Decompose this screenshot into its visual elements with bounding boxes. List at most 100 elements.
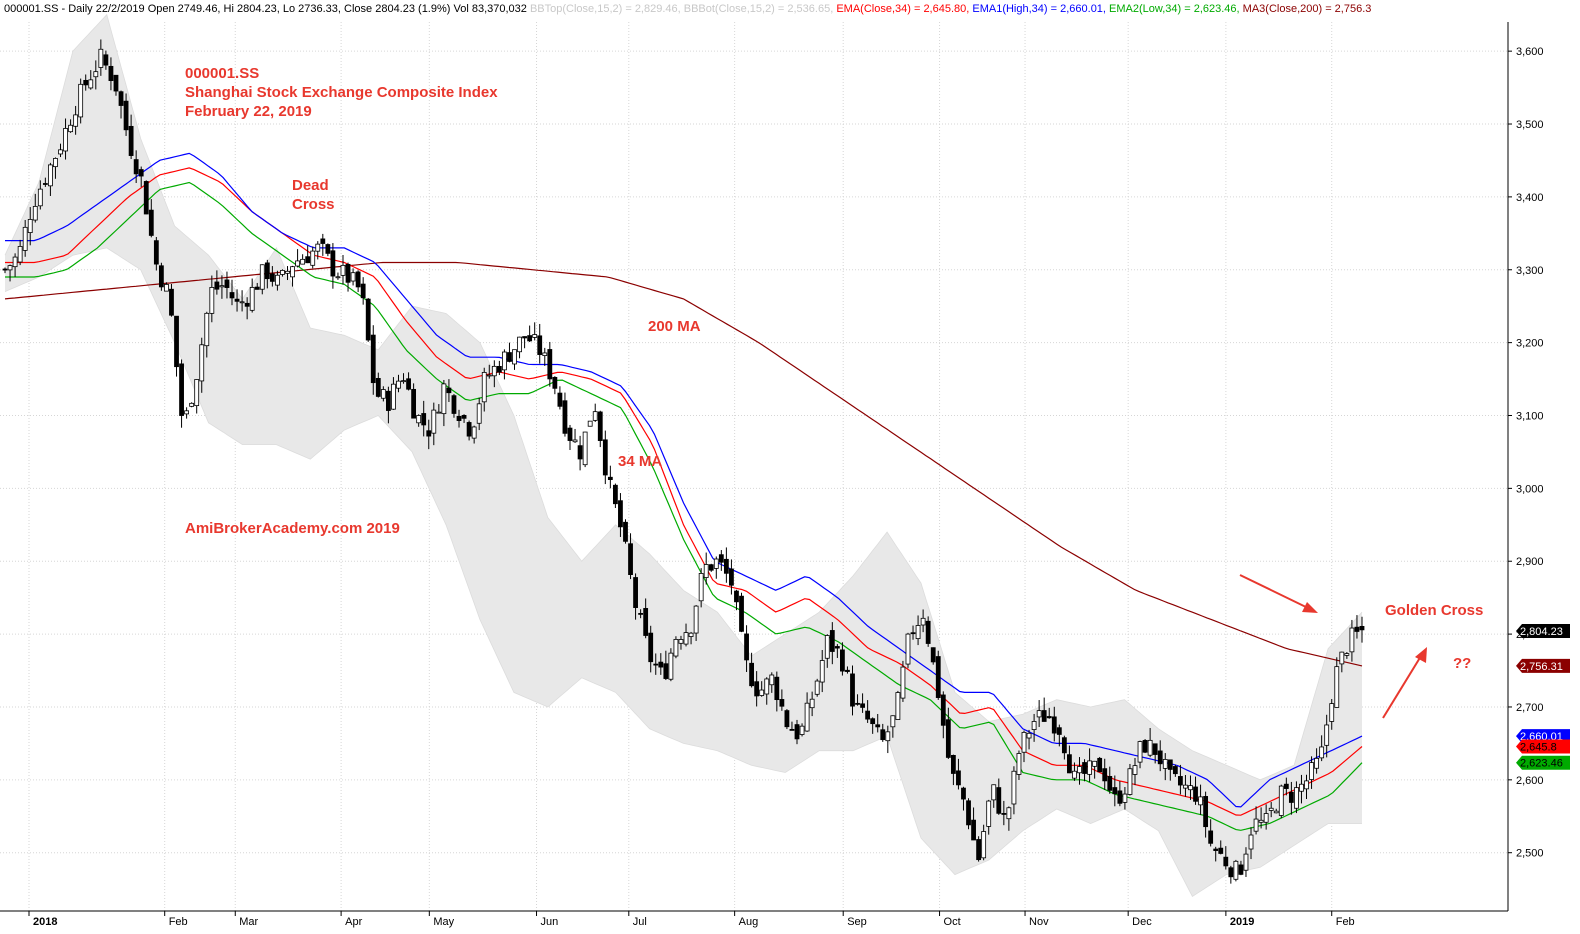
candle-body [305, 256, 311, 264]
candle-body [870, 718, 876, 725]
candle [1031, 713, 1037, 742]
candle-body [638, 612, 644, 615]
candle-body [1288, 791, 1294, 803]
candle [991, 784, 997, 808]
candle-body [612, 484, 618, 505]
candle-body [496, 365, 502, 373]
candle [355, 270, 361, 293]
candle-body [602, 439, 608, 476]
candle [1183, 775, 1188, 797]
candle-body [456, 415, 462, 421]
candle [73, 105, 79, 135]
candle-body [950, 755, 956, 774]
candle [471, 425, 477, 444]
candle [325, 243, 331, 257]
candle [1188, 775, 1193, 800]
candle [824, 634, 830, 668]
candle [749, 652, 755, 688]
candle [1299, 774, 1304, 804]
candle [1253, 806, 1259, 835]
candle-body [789, 728, 795, 731]
candle-body [300, 258, 306, 265]
candle-body [935, 656, 941, 698]
candle-body [900, 666, 906, 699]
candle-body [582, 431, 588, 466]
candle [986, 799, 992, 835]
candle-body [845, 669, 850, 672]
candle-body [769, 674, 775, 686]
candle-body [148, 209, 154, 236]
candle [37, 180, 43, 210]
candle-body [537, 335, 543, 355]
x-tick-label: Mar [239, 916, 258, 928]
candle-body [658, 661, 664, 668]
candle [703, 552, 709, 585]
candle-body [345, 263, 351, 283]
candle-body [779, 699, 785, 707]
candle-body [1233, 860, 1239, 880]
candle [961, 786, 966, 811]
candle-body [940, 694, 946, 726]
candle-body [925, 620, 931, 644]
candle-body [78, 83, 84, 118]
candle-body [799, 725, 805, 735]
candle [673, 636, 679, 659]
candle [1218, 840, 1224, 855]
candle [723, 547, 729, 583]
candle-body [557, 392, 563, 407]
candle-body [355, 271, 361, 288]
candle-body [945, 719, 951, 758]
candle [1203, 791, 1209, 838]
candle-body [93, 71, 99, 78]
candle [678, 635, 684, 650]
candle-body [607, 476, 613, 480]
candle-body [466, 422, 472, 437]
candle-body [819, 660, 825, 683]
candle-body [330, 250, 336, 277]
candle [1087, 748, 1092, 782]
candle-body [451, 395, 457, 414]
candle [431, 402, 437, 446]
candle-body [118, 91, 124, 106]
candle-body [673, 639, 679, 657]
candle [880, 723, 886, 742]
candle-body [1021, 731, 1027, 753]
candle-body [1339, 651, 1345, 665]
candle [996, 778, 1002, 815]
candle-body [1067, 754, 1072, 774]
candle [315, 241, 321, 260]
y-tick-label: 3,500 [1516, 119, 1544, 131]
candle-body [567, 427, 573, 441]
x-tick-label: Sep [847, 916, 867, 928]
candle-body [380, 389, 386, 399]
candle [1208, 819, 1214, 847]
candle-body [1334, 666, 1340, 708]
candle-body [239, 301, 245, 304]
candle-body [764, 678, 770, 695]
candle-body [406, 378, 411, 390]
candle [562, 392, 568, 437]
candle [1329, 698, 1335, 730]
candle [1122, 787, 1128, 810]
candle [406, 372, 411, 391]
candle-body [350, 272, 356, 282]
candle [1077, 757, 1082, 785]
candle [834, 644, 840, 658]
candle [612, 483, 618, 508]
candle [602, 430, 608, 485]
candle-body [340, 264, 346, 276]
y-tick-label: 3,100 [1516, 410, 1544, 422]
candle-body [7, 265, 13, 271]
candle-body [986, 800, 992, 827]
ema-close-value-tag: 2,645.8 [1516, 739, 1570, 754]
candle-body [184, 410, 190, 415]
candle-body [623, 521, 628, 542]
candle-body [17, 246, 23, 263]
candle [799, 723, 805, 737]
candle [587, 420, 593, 427]
candle [204, 311, 210, 358]
candle-body [1278, 785, 1284, 816]
candle [840, 642, 845, 676]
candle-body [708, 564, 714, 571]
